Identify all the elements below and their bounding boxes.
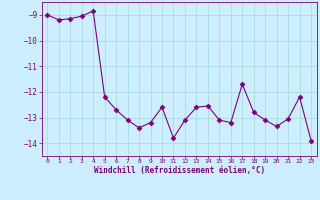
X-axis label: Windchill (Refroidissement éolien,°C): Windchill (Refroidissement éolien,°C) <box>94 166 265 175</box>
